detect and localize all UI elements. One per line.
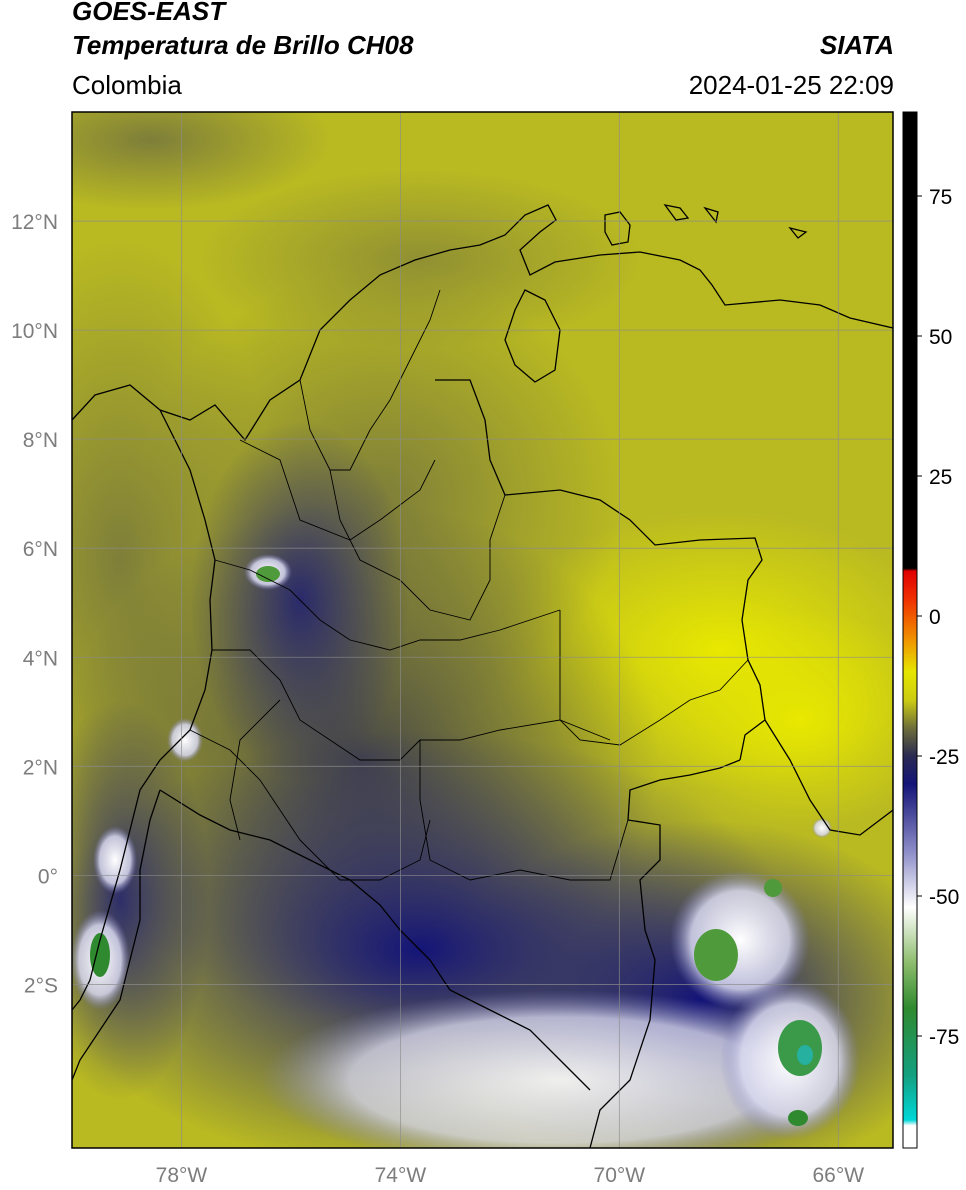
colorbar-tick-label: 0 — [929, 606, 941, 629]
map-frame — [71, 111, 894, 1149]
colorbar-tick-label: -75 — [929, 1026, 959, 1049]
colorbar-tick-label: -50 — [929, 886, 959, 909]
latitude-tick-label: 12°N — [11, 211, 58, 234]
ecuador-peru-border — [72, 789, 161, 1081]
latitude-tick-label: 2°S — [24, 974, 58, 997]
longitude-tick-label: 66°W — [812, 1164, 864, 1187]
maracaibo-lake — [504, 289, 561, 383]
colorbar — [902, 111, 918, 1149]
brand-label: SIATA — [819, 30, 894, 60]
latitude-tick-labels: 12°N 10°N 8°N 6°N 4°N 2°N 0° 2°S — [11, 211, 58, 997]
timestamp-label: 2024-01-25 22:09 — [688, 70, 894, 100]
department-borders — [189, 289, 749, 881]
colombia-venezuela-border — [435, 379, 766, 761]
venezuela-brazil-border — [764, 719, 893, 836]
colorbar-tick-label: 25 — [929, 466, 952, 489]
satellite-name: GOES-EAST — [72, 0, 226, 26]
islands — [604, 204, 808, 246]
colorbar-tick-label: -25 — [929, 746, 959, 769]
latitude-tick-label: 0° — [38, 865, 58, 888]
region-label: Colombia — [72, 70, 182, 100]
longitude-tick-label: 74°W — [375, 1164, 427, 1187]
longitude-tick-label: 70°W — [594, 1164, 646, 1187]
coastlines-and-borders — [72, 204, 893, 1148]
colombia-peru-border — [159, 789, 591, 1091]
latitude-tick-label: 6°N — [23, 538, 58, 561]
colombia-coast-pacific — [72, 409, 216, 1011]
latitude-tick-label: 4°N — [23, 647, 58, 670]
latitude-tick-label: 10°N — [11, 320, 58, 343]
brightness-temperature-field — [72, 112, 893, 1148]
longitude-tick-labels: 78°W 74°W 70°W 66°W — [156, 1164, 865, 1187]
product-title: Temperatura de Brillo CH08 — [72, 30, 414, 60]
latitude-tick-label: 8°N — [23, 429, 58, 452]
latitude-tick-label: 2°N — [23, 756, 58, 779]
colorbar-tick-label: 50 — [929, 326, 952, 349]
colorbar-tick-label: 75 — [929, 186, 952, 209]
colombia-coast-caribbean — [72, 204, 893, 442]
longitude-tick-label: 78°W — [156, 1164, 208, 1187]
colorbar-ticks: 75 50 25 0 -25 -50 -75 — [917, 186, 959, 1049]
graticule — [72, 112, 893, 1148]
colombia-brazil-border — [589, 759, 741, 1148]
